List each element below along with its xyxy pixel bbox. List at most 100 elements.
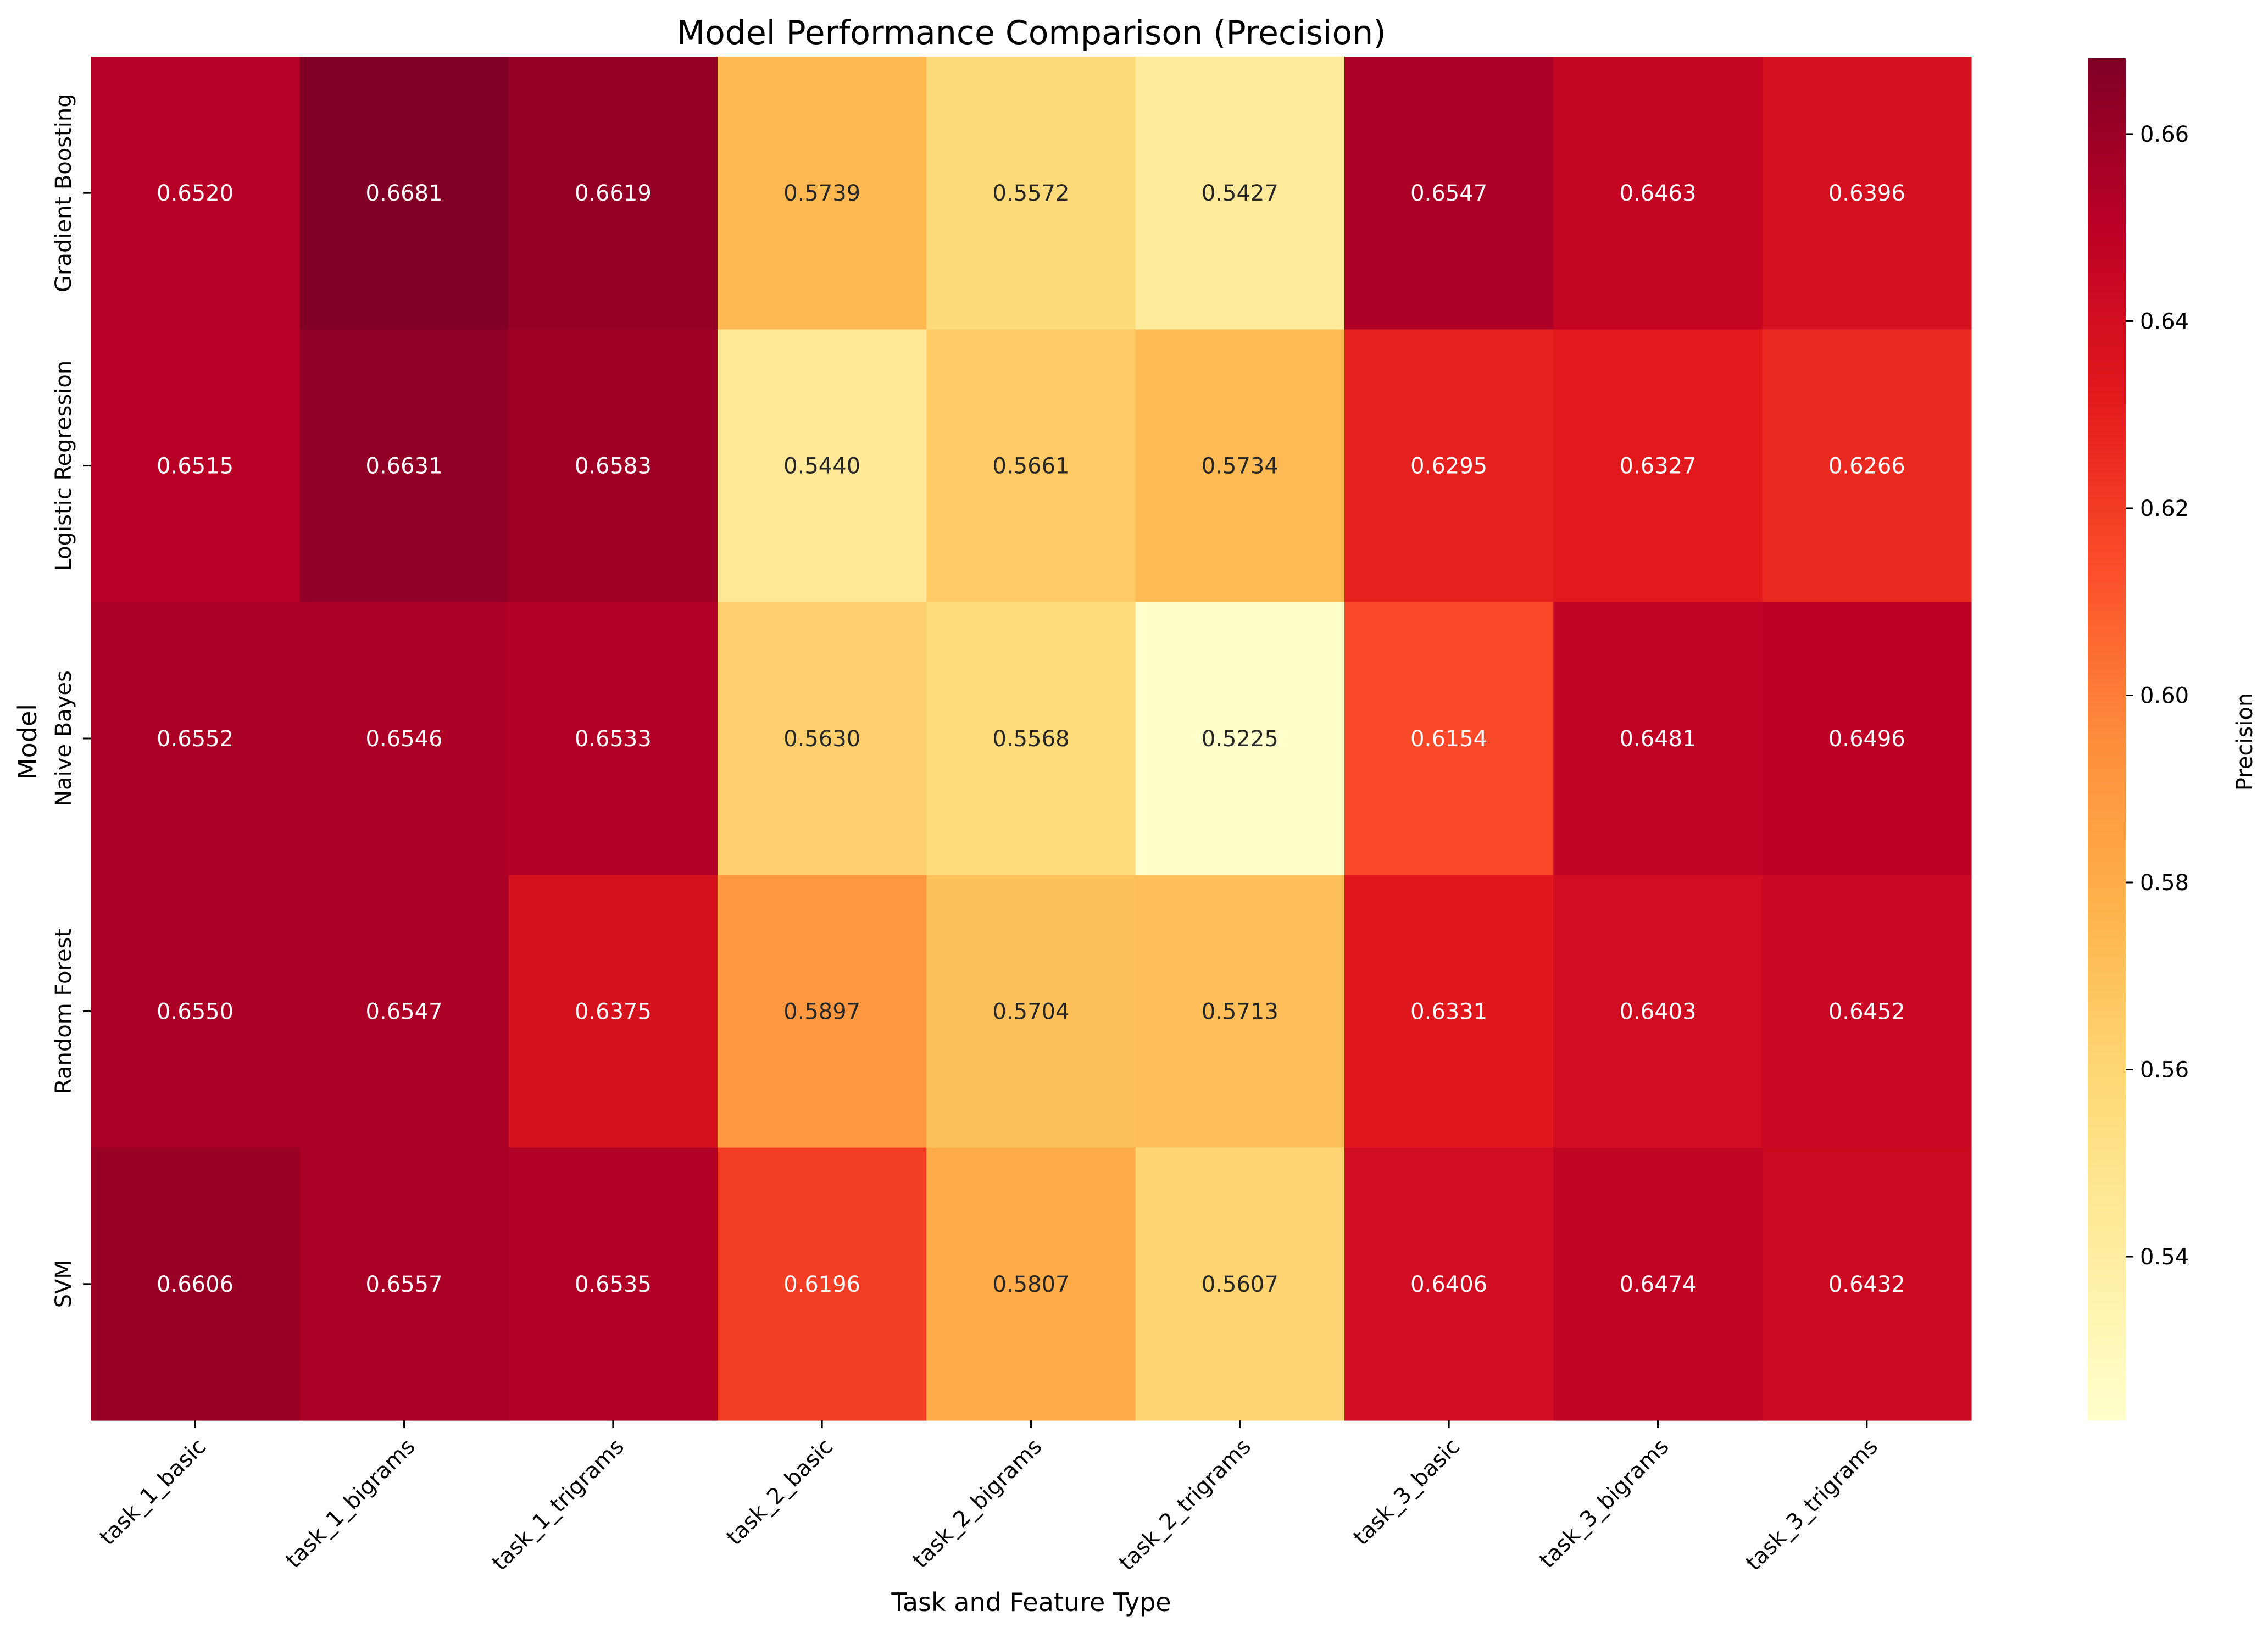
- heatmap-cell: [508, 1147, 718, 1421]
- heatmap-cell: [1553, 602, 1763, 875]
- colorbar-tick-label: 0.60: [2140, 683, 2189, 708]
- heatmap-cell: [299, 329, 509, 603]
- heatmap-cell: [1135, 602, 1345, 875]
- heatmap-cell: [1762, 602, 1972, 875]
- heatmap-cell: [1135, 329, 1345, 603]
- x-tick-label: task_1_bigrams: [281, 1434, 420, 1573]
- cell-value-label: 0.6619: [575, 181, 652, 206]
- cell-value-label: 0.5739: [783, 181, 860, 206]
- heatmap-cell: [1135, 1147, 1345, 1421]
- y-tick-label: Naive Bayes: [51, 670, 76, 807]
- heatmap-cell: [1762, 1147, 1972, 1421]
- y-tick-label: SVM: [51, 1260, 76, 1308]
- heatmap-cell: [91, 875, 300, 1148]
- y-axis-label: Model: [13, 704, 42, 780]
- cell-value-label: 0.6533: [575, 726, 652, 752]
- cell-value-label: 0.6154: [1410, 726, 1487, 752]
- heatmap-cell: [926, 875, 1136, 1148]
- cell-value-label: 0.6552: [157, 726, 234, 752]
- cell-value-label: 0.6631: [366, 454, 443, 479]
- cell-value-label: 0.5630: [783, 726, 860, 752]
- heatmap-cell: [718, 875, 927, 1148]
- cell-value-label: 0.6295: [1410, 454, 1487, 479]
- heatmap-cell: [508, 602, 718, 875]
- cell-value-label: 0.6547: [1410, 181, 1487, 206]
- cell-value-label: 0.5568: [993, 726, 1070, 752]
- heatmap-cell: [1344, 57, 1554, 330]
- cell-value-label: 0.6535: [575, 1272, 652, 1297]
- cell-value-label: 0.6474: [1620, 1272, 1697, 1297]
- colorbar-tick-label: 0.54: [2140, 1245, 2189, 1270]
- cell-value-label: 0.6452: [1828, 999, 1905, 1024]
- cell-value-label: 0.6496: [1828, 726, 1905, 752]
- heatmap-cell: [926, 1147, 1136, 1421]
- colorbar-tick-label: 0.64: [2140, 309, 2189, 334]
- heatmap-cell: [1344, 1147, 1554, 1421]
- cell-value-label: 0.6547: [366, 999, 443, 1024]
- cell-value-label: 0.5225: [1202, 726, 1278, 752]
- heatmap-cell: [718, 602, 927, 875]
- cell-value-label: 0.6557: [366, 1272, 443, 1297]
- colorbar-tick-label: 0.66: [2140, 122, 2189, 147]
- heatmap-cell: [508, 329, 718, 603]
- heatmap-cell: [1344, 329, 1554, 603]
- heatmap-cell: [91, 1147, 300, 1421]
- heatmap-cell: [1762, 329, 1972, 603]
- heatmap-cell: [718, 329, 927, 603]
- heatmap-cell: [299, 875, 509, 1148]
- cell-value-label: 0.6463: [1620, 181, 1697, 206]
- cell-value-label: 0.6396: [1828, 181, 1905, 206]
- cell-value-label: 0.5572: [993, 181, 1070, 206]
- colorbar: 0.54 0.56 0.58 0.60 0.62 0.64 0.66: [2088, 58, 2189, 1420]
- colorbar-gradient: [2088, 58, 2126, 1420]
- heatmap-cell-labels: 0.6520 0.6681 0.6619 0.5739 0.5572 0.5427 0.65…: [157, 181, 1905, 1297]
- cell-value-label: 0.6606: [157, 1272, 234, 1297]
- x-tick-label: task_2_trigrams: [1114, 1434, 1256, 1576]
- cell-value-label: 0.6583: [575, 454, 652, 479]
- heatmap-cell: [1135, 57, 1345, 330]
- cell-value-label: 0.5713: [1202, 999, 1278, 1024]
- y-axis: Gradient Boosting Logistic Regression Naiv…: [51, 93, 91, 1308]
- heatmap-cell: [1344, 602, 1554, 875]
- x-axis-label: Task and Feature Type: [891, 1587, 1171, 1617]
- heatmap-cell: [299, 57, 509, 330]
- x-tick-label: task_1_basic: [94, 1434, 211, 1551]
- heatmap-cell: [718, 57, 927, 330]
- cell-value-label: 0.6406: [1410, 1272, 1487, 1297]
- cell-value-label: 0.5427: [1202, 181, 1278, 206]
- heatmap-cell: [926, 602, 1136, 875]
- x-axis: task_1_basic task_1_bigrams task_1_trigram…: [94, 1420, 1883, 1576]
- cell-value-label: 0.6681: [366, 181, 443, 206]
- colorbar-tick-label: 0.62: [2140, 496, 2189, 521]
- cell-value-label: 0.6331: [1410, 999, 1487, 1024]
- cell-value-label: 0.5661: [993, 454, 1070, 479]
- cell-value-label: 0.6515: [157, 454, 234, 479]
- heatmap-cell: [1762, 57, 1972, 330]
- x-tick-label: task_3_bigrams: [1535, 1434, 1674, 1573]
- cell-value-label: 0.5440: [783, 454, 860, 479]
- cell-value-label: 0.6266: [1828, 454, 1905, 479]
- cell-value-label: 0.6550: [157, 999, 234, 1024]
- cell-value-label: 0.6375: [575, 999, 652, 1024]
- x-tick-label: task_2_basic: [721, 1434, 838, 1551]
- cell-value-label: 0.6432: [1828, 1272, 1905, 1297]
- heatmap-cell: [1553, 329, 1763, 603]
- cell-value-label: 0.5897: [783, 999, 860, 1024]
- colorbar-tick-label: 0.56: [2140, 1058, 2189, 1083]
- heatmap-cell: [926, 57, 1136, 330]
- heatmap-cell: [1344, 875, 1554, 1148]
- cell-value-label: 0.5607: [1202, 1272, 1278, 1297]
- heatmap-cell: [1553, 57, 1763, 330]
- y-tick-label: Random Forest: [51, 929, 76, 1094]
- cell-value-label: 0.5734: [1202, 454, 1278, 479]
- x-tick-label: task_3_trigrams: [1741, 1434, 1883, 1576]
- heatmap-cell: [1762, 875, 1972, 1148]
- chart-title: Model Performance Comparison (Precision): [676, 14, 1386, 52]
- cell-value-label: 0.6403: [1620, 999, 1697, 1024]
- heatmap-cell: [299, 1147, 509, 1421]
- heatmap-cells: [91, 57, 1972, 1421]
- heatmap-cell: [1553, 875, 1763, 1148]
- heatmap-cell: [1553, 1147, 1763, 1421]
- colorbar-label: Precision: [2232, 693, 2258, 791]
